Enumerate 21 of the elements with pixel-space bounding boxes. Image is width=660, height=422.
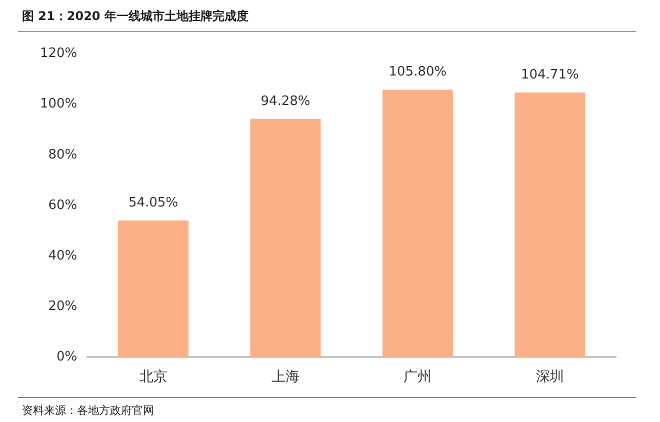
y-tick-label: 20% — [48, 299, 78, 314]
chart-title: 图 21：2020 年一线城市土地挂牌完成度 — [22, 8, 248, 25]
bar — [250, 118, 321, 358]
text: 资料来源：各地方政府官网 — [22, 403, 154, 418]
y-tick-label: 0% — [56, 350, 78, 365]
data-label: 104.71% — [520, 67, 579, 82]
data-label: 94.28% — [260, 94, 310, 109]
bar — [382, 90, 453, 358]
y-tick-label: 100% — [40, 96, 78, 112]
bar — [514, 92, 586, 358]
data-label: 54.05% — [128, 196, 178, 211]
data-label: 105.80% — [388, 64, 447, 80]
y-tick-label: 40% — [48, 248, 78, 264]
y-tick-label: 120% — [40, 46, 78, 62]
y-tick-label: 80% — [48, 147, 78, 162]
y-tick-label: 60% — [48, 198, 78, 213]
x-tick-label: 北京 — [139, 369, 168, 386]
x-tick-label: 上海 — [271, 369, 300, 386]
x-tick-label: 广州 — [404, 369, 432, 386]
bar — [118, 220, 189, 358]
x-tick-label: 深圳 — [536, 369, 564, 386]
